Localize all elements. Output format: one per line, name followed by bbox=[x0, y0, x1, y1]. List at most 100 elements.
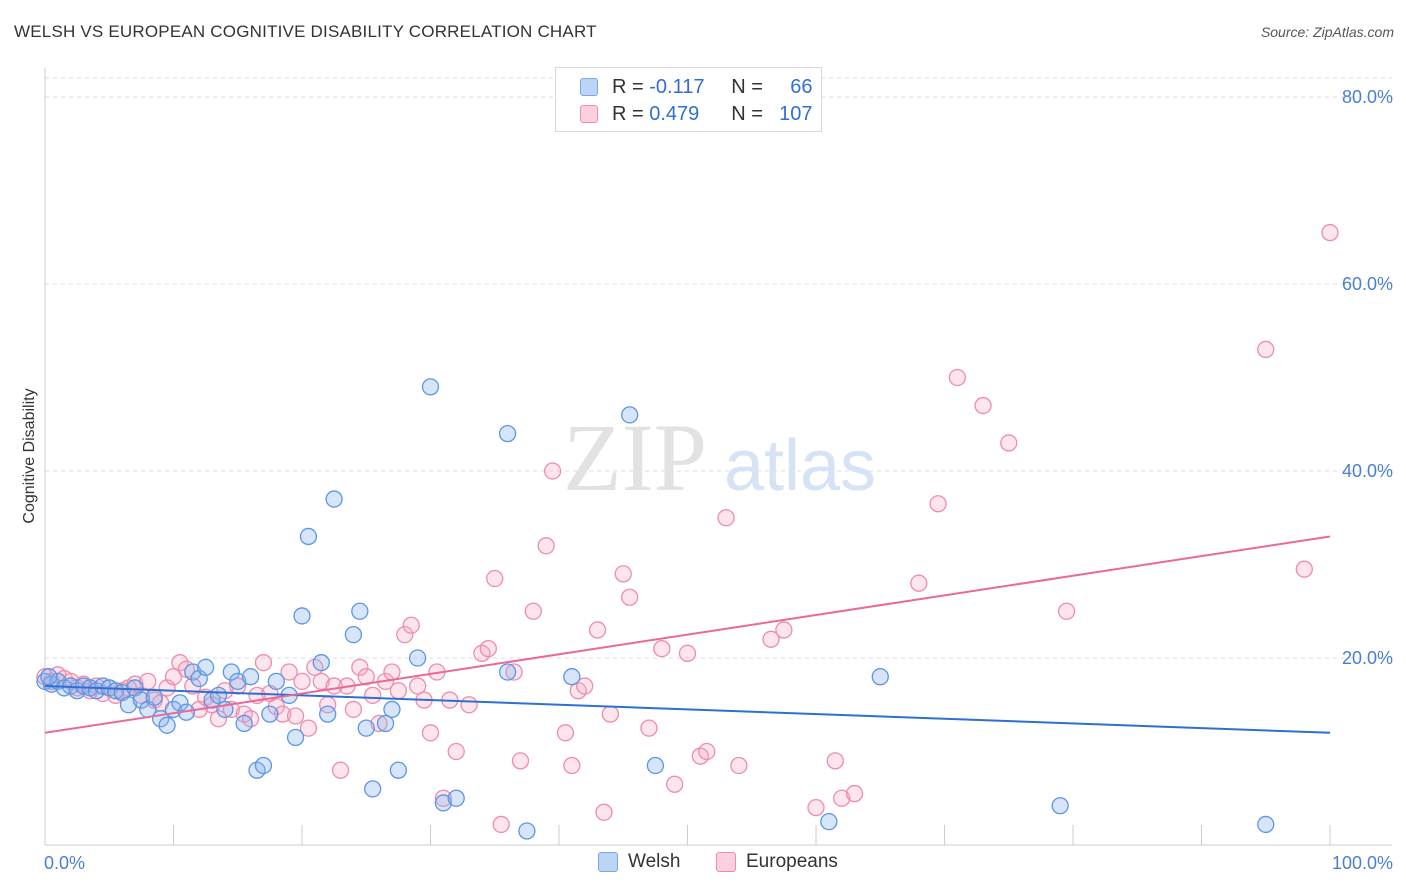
y-axis-label: Cognitive Disability bbox=[21, 388, 38, 523]
welsh-point-60 bbox=[646, 756, 665, 775]
welsh-point-30 bbox=[229, 672, 247, 691]
europeans-point-41 bbox=[299, 719, 318, 737]
welsh-point-15 bbox=[132, 691, 151, 709]
europeans-point-101 bbox=[974, 396, 992, 415]
europeans-swatch bbox=[580, 105, 598, 123]
welsh-point-31 bbox=[235, 714, 253, 733]
welsh-n-label: N = bbox=[731, 75, 763, 98]
europeans-legend-label: Europeans bbox=[746, 851, 838, 872]
welsh-point-51 bbox=[408, 649, 427, 667]
europeans-point-106 bbox=[1321, 223, 1339, 242]
welsh-point-43 bbox=[325, 490, 343, 508]
europeans-point-84 bbox=[640, 719, 658, 737]
welsh-legend-label: Welsh bbox=[628, 851, 681, 872]
welsh-point-46 bbox=[357, 719, 375, 737]
europeans-point-73 bbox=[537, 537, 555, 555]
welsh-point-49 bbox=[383, 700, 401, 719]
europeans-point-55 bbox=[389, 682, 408, 700]
europeans-r-label: R = bbox=[612, 102, 644, 125]
europeans-point-83 bbox=[621, 588, 639, 606]
europeans-point-71 bbox=[511, 752, 530, 770]
europeans-point-46 bbox=[331, 761, 350, 779]
europeans-point-100 bbox=[948, 368, 966, 387]
europeans-point-52 bbox=[370, 714, 388, 733]
welsh-point-42 bbox=[319, 705, 337, 723]
europeans-r-value: 0.479 bbox=[649, 102, 700, 125]
europeans-point-43 bbox=[312, 672, 330, 691]
europeans-point-60 bbox=[421, 724, 440, 742]
europeans-point-85 bbox=[653, 640, 671, 658]
welsh-point-55 bbox=[498, 424, 517, 443]
europeans-point-51 bbox=[364, 686, 382, 705]
europeans-point-40 bbox=[293, 672, 311, 691]
y-tick-label-2: 60.0% bbox=[1342, 274, 1393, 294]
europeans-point-62 bbox=[434, 789, 453, 807]
europeans-point-78 bbox=[576, 677, 594, 695]
europeans-point-105 bbox=[1295, 560, 1313, 578]
welsh-r-value: -0.117 bbox=[649, 75, 705, 98]
europeans-point-93 bbox=[775, 621, 793, 639]
welsh-point-19 bbox=[158, 716, 176, 734]
europeans-point-4 bbox=[62, 672, 80, 691]
welsh-point-38 bbox=[286, 728, 305, 747]
welsh-points bbox=[36, 378, 1275, 840]
europeans-point-98 bbox=[910, 574, 928, 592]
europeans-point-65 bbox=[460, 696, 478, 714]
europeans-point-102 bbox=[1000, 434, 1018, 452]
europeans-point-39 bbox=[286, 707, 305, 725]
legend-item-europeans[interactable]: Europeans bbox=[716, 851, 838, 873]
europeans-point-99 bbox=[929, 495, 947, 513]
welsh-point-35 bbox=[261, 705, 279, 723]
y-tick-label-3: 80.0% bbox=[1342, 87, 1393, 107]
europeans-point-37 bbox=[274, 705, 292, 723]
europeans-point-82 bbox=[614, 565, 632, 583]
europeans-point-20 bbox=[164, 668, 183, 686]
welsh-point-48 bbox=[376, 714, 395, 733]
welsh-point-6 bbox=[74, 677, 93, 695]
europeans-point-80 bbox=[595, 803, 613, 821]
watermark: ZIP atlas bbox=[563, 404, 876, 511]
europeans-point-38 bbox=[280, 663, 298, 681]
europeans-point-94 bbox=[807, 798, 825, 817]
europeans-point-68 bbox=[486, 569, 504, 588]
welsh-point-64 bbox=[1257, 815, 1275, 834]
welsh-point-23 bbox=[184, 663, 202, 681]
europeans-trend-line bbox=[44, 535, 1331, 734]
europeans-point-67 bbox=[479, 640, 497, 658]
series-legend: Welsh Europeans bbox=[0, 851, 1406, 879]
y-tick-label-1: 40.0% bbox=[1342, 461, 1393, 481]
welsh-point-58 bbox=[563, 668, 581, 686]
welsh-point-57 bbox=[498, 663, 517, 681]
europeans-point-79 bbox=[588, 621, 607, 639]
europeans-point-54 bbox=[383, 663, 401, 681]
europeans-point-75 bbox=[556, 724, 575, 742]
europeans-point-92 bbox=[762, 630, 780, 648]
europeans-n-value: 107 bbox=[779, 102, 813, 125]
legend-item-welsh[interactable]: Welsh bbox=[598, 851, 680, 873]
stats-legend: R = -0.117 N = 66 R = 0.479 N = 107 bbox=[555, 67, 822, 132]
x-tick-label-1: 100.0% bbox=[1332, 853, 1393, 873]
welsh-point-36 bbox=[267, 672, 285, 691]
welsh-legend-swatch bbox=[598, 852, 618, 872]
welsh-point-59 bbox=[621, 406, 639, 424]
europeans-point-34 bbox=[254, 654, 273, 672]
europeans-point-81 bbox=[601, 705, 620, 723]
europeans-point-90 bbox=[717, 509, 735, 527]
welsh-point-53 bbox=[434, 794, 453, 812]
welsh-n-value: 66 bbox=[790, 75, 813, 98]
chart-title: WELSH VS EUROPEAN COGNITIVE DISABILITY C… bbox=[14, 22, 597, 41]
welsh-r-label: R = bbox=[612, 75, 644, 98]
europeans-point-96 bbox=[833, 789, 851, 807]
welsh-point-52 bbox=[421, 378, 440, 396]
europeans-point-86 bbox=[666, 775, 684, 793]
watermark-atlas: atlas bbox=[724, 426, 876, 506]
europeans-point-64 bbox=[447, 742, 465, 761]
welsh-point-21 bbox=[171, 694, 189, 712]
welsh-point-62 bbox=[820, 812, 838, 831]
europeans-point-57 bbox=[402, 616, 420, 634]
europeans-point-21 bbox=[171, 654, 189, 672]
welsh-point-29 bbox=[222, 663, 240, 681]
welsh-swatch bbox=[580, 78, 598, 96]
welsh-point-65 bbox=[40, 668, 58, 686]
